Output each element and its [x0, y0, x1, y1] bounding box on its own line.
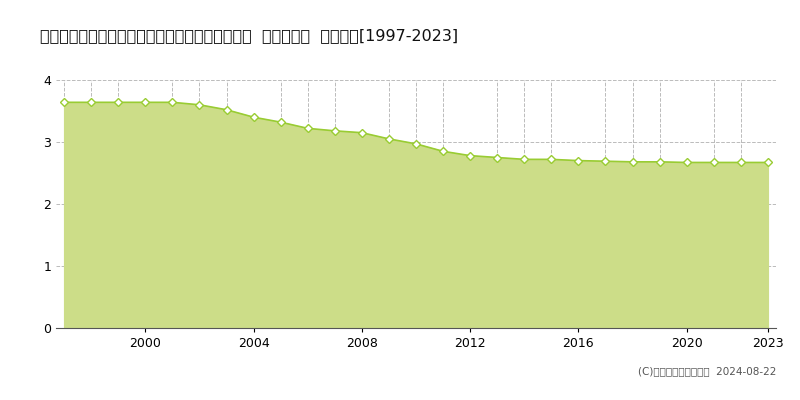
Text: 福島県西白河郡西郷村大字熊倉字火打山５６番外  基準地価格  地価推移[1997-2023]: 福島県西白河郡西郷村大字熊倉字火打山５６番外 基準地価格 地価推移[1997-2…	[40, 28, 458, 43]
Text: (C)土地価格ドットコム  2024-08-22: (C)土地価格ドットコム 2024-08-22	[638, 366, 776, 376]
